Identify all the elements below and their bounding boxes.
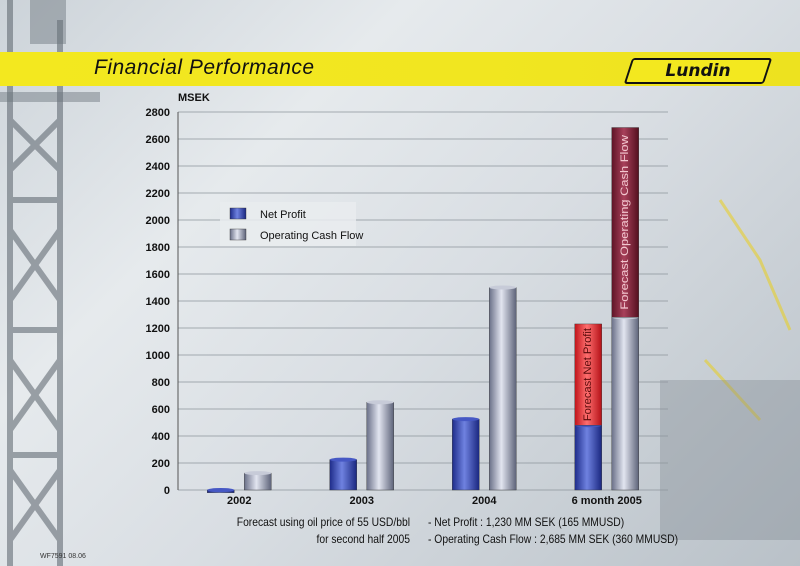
- operating-cash-flow-bar: [244, 472, 272, 491]
- operating-cash-flow-bar-cap: [244, 471, 272, 476]
- y-tick-label: 2400: [146, 161, 170, 173]
- x-tick-label: 2002: [227, 495, 251, 507]
- x-tick-label: 2003: [350, 495, 374, 507]
- forecast-net-profit-note: - Net Profit : 1,230 MM SEK (165 MMUSD): [428, 515, 625, 529]
- operating-cash-flow-bar: [366, 402, 394, 491]
- y-tick-label: 2800: [146, 107, 170, 119]
- operating-cash-flow-bar-cap: [366, 400, 394, 405]
- net-profit-bar-cap: [452, 417, 480, 422]
- net-profit-bar: [452, 418, 480, 491]
- footer-code: WF7591 08.06: [40, 553, 86, 560]
- legend-label-net-profit: Net Profit: [260, 209, 306, 221]
- forecast-operating-cash-flow-label: Forecast Operating Cash Flow: [619, 135, 631, 310]
- y-tick-label: 600: [152, 404, 170, 416]
- forecast-ocf-note: - Operating Cash Flow : 2,685 MM SEK (36…: [428, 532, 679, 546]
- net-profit-bar: [574, 425, 602, 491]
- net-profit-bar: [329, 459, 357, 491]
- y-tick-label: 1400: [146, 296, 170, 308]
- legend-label-operating-cash-flow: Operating Cash Flow: [260, 230, 363, 242]
- x-tick-label: 6 month 2005: [572, 495, 642, 507]
- forecast-values-note: - Net Profit : 1,230 MM SEK (165 MMUSD) …: [428, 514, 678, 548]
- forecast-note-line1: Forecast using oil price of 55 USD/bbl: [236, 515, 410, 529]
- forecast-note-line2: for second half 2005: [316, 532, 410, 546]
- forecast-operating-cash-flow-bar: [611, 127, 639, 318]
- forecast-net-profit-label: Forecast Net Profit: [582, 328, 594, 421]
- y-tick-label: 2600: [146, 134, 170, 146]
- x-tick-label: 2004: [472, 495, 497, 507]
- y-tick-label: 1200: [146, 323, 170, 335]
- y-tick-label: 0: [164, 485, 170, 497]
- y-tick-label: 800: [152, 377, 170, 389]
- legend-swatch-net-profit: [229, 207, 247, 220]
- y-tick-label: 2200: [146, 188, 170, 200]
- operating-cash-flow-bar: [611, 317, 639, 491]
- y-tick-label: 200: [152, 458, 170, 470]
- page-title: Financial Performance: [94, 56, 315, 79]
- legend-swatch-operating-cash-flow: [229, 228, 247, 241]
- net-profit-bar-cap: [329, 457, 357, 462]
- forecast-net-profit-bar: [574, 323, 602, 426]
- y-tick-label: 1000: [146, 350, 170, 362]
- net-profit-bar-cap: [207, 488, 235, 492]
- y-tick-label: 1800: [146, 242, 170, 254]
- y-axis-label: MSEK: [178, 92, 210, 104]
- operating-cash-flow-bar-cap: [489, 285, 517, 290]
- operating-cash-flow-bar: [489, 287, 517, 491]
- y-tick-label: 400: [152, 431, 170, 443]
- y-tick-label: 1600: [146, 269, 170, 281]
- forecast-note: Forecast using oil price of 55 USD/bbl f…: [226, 514, 410, 548]
- y-tick-label: 2000: [146, 215, 170, 227]
